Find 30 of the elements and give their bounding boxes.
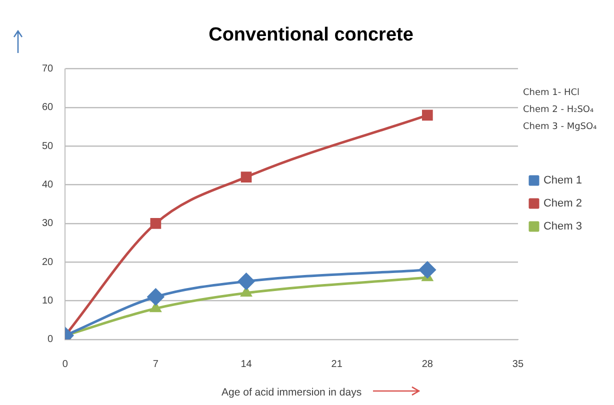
point bbox=[238, 273, 255, 290]
text: Chem 3 - MgSO₄ bbox=[522, 122, 598, 132]
text: Chem 1- HCl bbox=[522, 88, 580, 98]
y-tick-label: 10 bbox=[42, 295, 54, 306]
chart-title: Conventional concrete bbox=[208, 24, 414, 46]
point bbox=[422, 110, 433, 121]
y-tick-label: 20 bbox=[42, 256, 54, 268]
point bbox=[150, 218, 162, 229]
legend-label: Chem 1 bbox=[543, 174, 582, 187]
x-tick-label: 28 bbox=[422, 359, 434, 370]
y-tick-label: 70 bbox=[42, 64, 54, 75]
x-tick-label: 0 bbox=[62, 359, 68, 370]
point bbox=[240, 172, 252, 182]
legend-label: Chem 2 bbox=[543, 198, 582, 210]
x-tick-label: 35 bbox=[512, 359, 524, 370]
x-tick-label: 14 bbox=[240, 359, 252, 370]
point bbox=[240, 287, 252, 297]
point bbox=[147, 288, 164, 306]
point bbox=[150, 302, 162, 312]
y-tick-label: 30 bbox=[42, 218, 54, 230]
y-tick-label: 0 bbox=[48, 334, 54, 346]
x-axis-title: Age of acid immersion in days bbox=[222, 386, 362, 399]
y-tick-label: 50 bbox=[42, 140, 54, 152]
point bbox=[419, 261, 436, 278]
text: Chem 2 - H₂SO₄ bbox=[522, 105, 594, 116]
x-tick-label: 21 bbox=[331, 359, 343, 370]
x-tick-label: 7 bbox=[152, 359, 159, 370]
y-tick-label: 60 bbox=[42, 102, 54, 114]
legend-label: Chem 3 bbox=[543, 220, 582, 233]
y-tick-label: 40 bbox=[42, 180, 54, 191]
